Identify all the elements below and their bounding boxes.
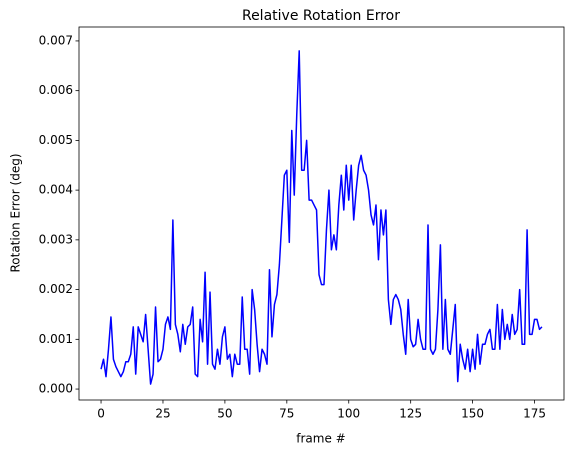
x-tick-label: 75 — [279, 407, 294, 421]
y-tick-label: 0.006 — [39, 83, 73, 97]
x-tick-label: 50 — [217, 407, 232, 421]
chart-title: Relative Rotation Error — [242, 8, 400, 24]
y-tick-label: 0.001 — [39, 332, 73, 346]
y-tick-label: 0.003 — [39, 232, 73, 246]
y-tick-label: 0.005 — [39, 133, 73, 147]
x-tick-label: 0 — [97, 407, 105, 421]
x-tick-label: 25 — [155, 407, 170, 421]
y-axis-label: Rotation Error (deg) — [9, 153, 23, 272]
data-line — [100, 50, 543, 385]
y-tick-label: 0.002 — [39, 282, 73, 296]
y-tick-label: 0.000 — [39, 382, 73, 396]
x-tick-label: 150 — [461, 407, 484, 421]
x-tick-label: 100 — [337, 407, 360, 421]
y-tick-label: 0.004 — [39, 183, 73, 197]
axes-frame — [78, 26, 565, 401]
x-tick-label: 175 — [523, 407, 546, 421]
x-axis-label: frame # — [296, 432, 345, 446]
x-tick-label: 125 — [399, 407, 422, 421]
y-tick-label: 0.007 — [39, 33, 73, 47]
